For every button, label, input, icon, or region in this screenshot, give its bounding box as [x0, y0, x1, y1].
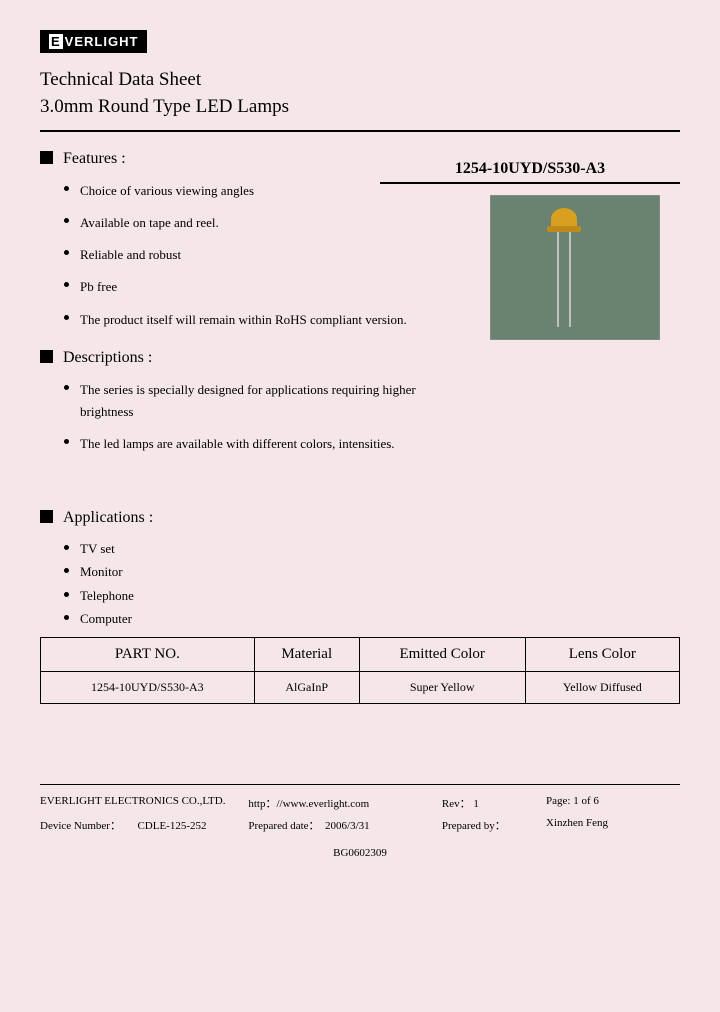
- product-image: [490, 195, 660, 340]
- col-material: Material: [254, 637, 359, 671]
- led-leg-1: [557, 232, 559, 327]
- title-block: Technical Data Sheet 3.0mm Round Type LE…: [40, 67, 680, 120]
- footer-url: http：//www.everlight.com: [248, 795, 442, 811]
- cell-lens: Yellow Diffused: [525, 671, 679, 703]
- footer-prepared-date: Prepared date： 2006/3/31: [248, 817, 442, 833]
- led-leg-2: [569, 232, 571, 327]
- title-line-2: 3.0mm Round Type LED Lamps: [40, 94, 680, 121]
- list-item: The led lamps are available with differe…: [80, 433, 420, 455]
- col-partno: PART NO.: [41, 637, 255, 671]
- spec-table: PART NO. Material Emitted Color Lens Col…: [40, 637, 680, 704]
- col-emitted: Emitted Color: [359, 637, 525, 671]
- list-item: The product itself will remain within Ro…: [80, 309, 420, 331]
- part-number-header: 1254-10UYD/S530-A3: [380, 160, 680, 184]
- list-item: Computer: [80, 609, 420, 629]
- cell-emitted: Super Yellow: [359, 671, 525, 703]
- table-header-row: PART NO. Material Emitted Color Lens Col…: [41, 637, 680, 671]
- applications-list: TV set Monitor Telephone Computer: [40, 539, 420, 629]
- footer-company: EVERLIGHT ELECTRONICS CO.,LTD.: [40, 795, 248, 811]
- title-line-1: Technical Data Sheet: [40, 67, 680, 94]
- logo-rest: VERLIGHT: [65, 34, 139, 49]
- list-item: Choice of various viewing angles: [80, 180, 420, 202]
- footer-prepared-by-label: Prepared by：: [442, 817, 546, 833]
- doc-code: BG0602309: [40, 847, 680, 859]
- applications-heading: Applications :: [40, 509, 680, 527]
- footer-prepared-by-value: Xinzhen Feng: [546, 817, 680, 833]
- footer-grid: EVERLIGHT ELECTRONICS CO.,LTD. http：//ww…: [40, 795, 680, 833]
- list-item: Telephone: [80, 586, 420, 606]
- list-item: The series is specially designed for app…: [80, 379, 420, 423]
- list-item: Available on tape and reel.: [80, 212, 420, 234]
- brand-logo: EVERLIGHT: [40, 30, 147, 53]
- led-base-shape: [547, 226, 581, 232]
- table-row: 1254-10UYD/S530-A3 AlGaInP Super Yellow …: [41, 671, 680, 703]
- footer-rev: Rev： 1: [442, 795, 546, 811]
- list-item: Monitor: [80, 562, 420, 582]
- descriptions-list: The series is specially designed for app…: [40, 379, 420, 455]
- footer-page: Page: 1 of 6: [546, 795, 680, 811]
- list-item: TV set: [80, 539, 420, 559]
- logo-boxed-letter: E: [49, 34, 63, 49]
- divider-top: [40, 130, 680, 132]
- col-lens: Lens Color: [525, 637, 679, 671]
- descriptions-heading: Descriptions :: [40, 349, 680, 367]
- cell-material: AlGaInP: [254, 671, 359, 703]
- list-item: Pb free: [80, 276, 420, 298]
- features-list: Choice of various viewing angles Availab…: [40, 180, 420, 330]
- footer-device: Device Number： CDLE-125-252: [40, 817, 248, 833]
- cell-partno: 1254-10UYD/S530-A3: [41, 671, 255, 703]
- divider-bottom: [40, 784, 680, 785]
- list-item: Reliable and robust: [80, 244, 420, 266]
